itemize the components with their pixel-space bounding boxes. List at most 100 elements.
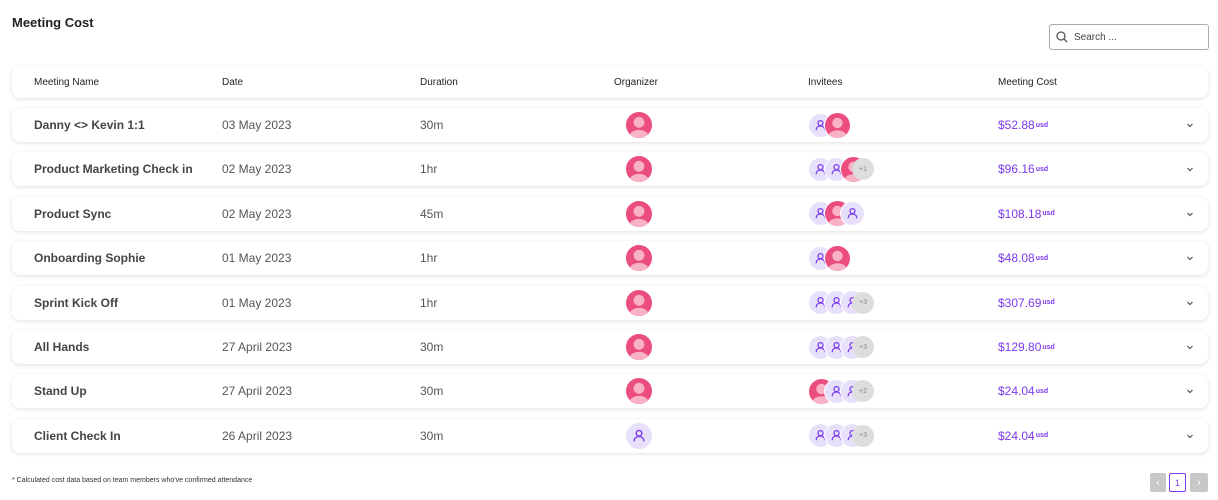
meeting-name: Sprint Kick Off	[34, 295, 119, 310]
meeting-duration: 30m	[420, 118, 444, 132]
invitee-stack: +3	[808, 330, 898, 364]
expand-toggle[interactable]	[1184, 108, 1196, 142]
meeting-cost: $96.16 usd	[998, 152, 1048, 186]
expand-toggle[interactable]	[1184, 419, 1196, 453]
cost-amount: $108.18	[998, 206, 1042, 221]
meeting-cost: $48.08 usd	[998, 241, 1048, 275]
avatar-icon	[625, 421, 653, 450]
next-page[interactable]: ›	[1190, 473, 1208, 492]
meeting-name: Product Sync	[34, 206, 112, 221]
meeting-duration: 30m	[420, 340, 444, 354]
avatar-image	[629, 250, 649, 272]
column-header: Date	[222, 76, 244, 88]
cost-currency: usd	[1035, 254, 1049, 262]
cost-amount: $307.69	[998, 295, 1042, 310]
avatar-photo	[625, 155, 653, 184]
footnote: * Calculated cost data based on team mem…	[12, 477, 253, 484]
invitee-more: +3	[852, 291, 874, 314]
column-header: Organizer	[614, 76, 658, 88]
meeting-cost: $24.04 usd	[998, 374, 1048, 408]
avatar-photo	[824, 244, 851, 272]
table-row[interactable]: Client Check In 26 April 2023 30m +3 $24.04 u…	[12, 418, 1208, 453]
avatar-image	[629, 161, 649, 183]
meeting-duration: 30m	[420, 384, 444, 399]
avatar-image	[629, 205, 649, 227]
avatar-glyph	[633, 429, 645, 442]
chevron-icon	[1187, 123, 1193, 128]
meeting-name: Client Check In	[34, 428, 121, 443]
meeting-date: 02 May 2023	[222, 162, 292, 177]
page-number[interactable]: 1	[1169, 473, 1186, 492]
search-box[interactable]: Search ...	[1049, 24, 1209, 50]
meeting-cost: $307.69 usd	[998, 286, 1055, 320]
meeting-date: 27 April 2023	[222, 384, 293, 399]
chevron-icon	[1187, 256, 1193, 261]
expand-toggle[interactable]	[1184, 197, 1196, 231]
invitee-stack: +1	[808, 152, 898, 186]
avatar-photo	[625, 377, 653, 406]
avatar-image	[629, 294, 649, 316]
avatar-photo	[625, 244, 653, 273]
meeting-duration: 30m	[420, 428, 444, 443]
meeting-name: All Hands	[34, 340, 90, 354]
meeting-duration: 1hr	[420, 162, 438, 177]
cost-currency: usd	[1042, 299, 1055, 307]
avatar-image	[828, 117, 847, 138]
table-row[interactable]: Product Sync 02 May 2023 45m $108.18 usd	[12, 196, 1208, 231]
table-header: Meeting Name Date Duration Organizer Invitee…	[12, 66, 1208, 98]
chevron-icon	[1187, 345, 1193, 350]
meeting-date: 02 May 2023	[222, 206, 292, 221]
meeting-date: 01 May 2023	[222, 251, 292, 266]
avatar-photo	[824, 111, 851, 139]
table-row[interactable]: Danny <> Kevin 1:1 03 May 2023 30m $52.88 us…	[12, 108, 1208, 142]
table-row[interactable]: Product Marketing Check in 02 May 2023 1hr…	[12, 152, 1208, 187]
invitee-more: +2	[852, 380, 874, 403]
avatar-glyph	[847, 208, 858, 219]
invitee-stack	[808, 197, 898, 231]
column-header: Meeting Cost	[998, 76, 1057, 88]
chevron-icon	[1187, 301, 1193, 305]
cost-currency: usd	[1035, 387, 1049, 395]
avatar-photo	[625, 333, 653, 361]
expand-toggle[interactable]	[1184, 152, 1196, 186]
meeting-duration: 1hr	[420, 251, 438, 266]
meeting-name: Onboarding Sophie	[34, 251, 146, 266]
expand-toggle[interactable]	[1184, 330, 1196, 364]
column-header: Invitees	[808, 76, 843, 88]
avatar-photo	[625, 199, 653, 228]
meeting-date: 27 April 2023	[222, 340, 293, 354]
table-row[interactable]: Stand Up 27 April 2023 30m +2 $24.04 usd	[12, 374, 1208, 409]
prev-page[interactable]: ‹	[1150, 473, 1166, 492]
invitee-stack	[808, 241, 898, 275]
meeting-name: Danny <> Kevin 1:1	[34, 118, 145, 132]
cost-amount: $52.88	[998, 118, 1035, 132]
avatar-photo	[625, 288, 653, 317]
cost-amount: $24.04	[998, 428, 1035, 443]
cost-currency: usd	[1042, 343, 1055, 351]
search-icon	[1056, 31, 1068, 43]
avatar-icon	[840, 201, 865, 227]
cost-amount: $48.08	[998, 251, 1035, 266]
avatar-image	[828, 250, 847, 271]
cost-currency: usd	[1035, 165, 1049, 173]
chevron-icon	[1187, 389, 1193, 394]
expand-toggle[interactable]	[1184, 286, 1196, 320]
table-row[interactable]: All Hands 27 April 2023 30m +3 $129.80 usd	[12, 330, 1208, 364]
invitee-stack: +3	[808, 286, 898, 320]
invitee-more: +3	[852, 424, 874, 447]
meeting-date: 01 May 2023	[222, 295, 292, 310]
meeting-name: Stand Up	[34, 384, 87, 399]
chevron-icon	[1187, 167, 1193, 172]
meeting-date: 26 April 2023	[222, 428, 293, 443]
chevron-icon	[1187, 434, 1193, 439]
expand-toggle[interactable]	[1184, 241, 1196, 275]
cost-amount: $96.16	[998, 162, 1035, 177]
avatar-image	[629, 116, 649, 138]
invitee-stack	[808, 108, 898, 142]
table-row[interactable]: Sprint Kick Off 01 May 2023 1hr +3 $307.69 us…	[12, 285, 1208, 320]
expand-toggle[interactable]	[1184, 374, 1196, 408]
table-row[interactable]: Onboarding Sophie 01 May 2023 1hr $48.08 usd	[12, 241, 1208, 276]
invitee-more: +3	[852, 336, 874, 358]
cost-currency: usd	[1035, 121, 1049, 129]
